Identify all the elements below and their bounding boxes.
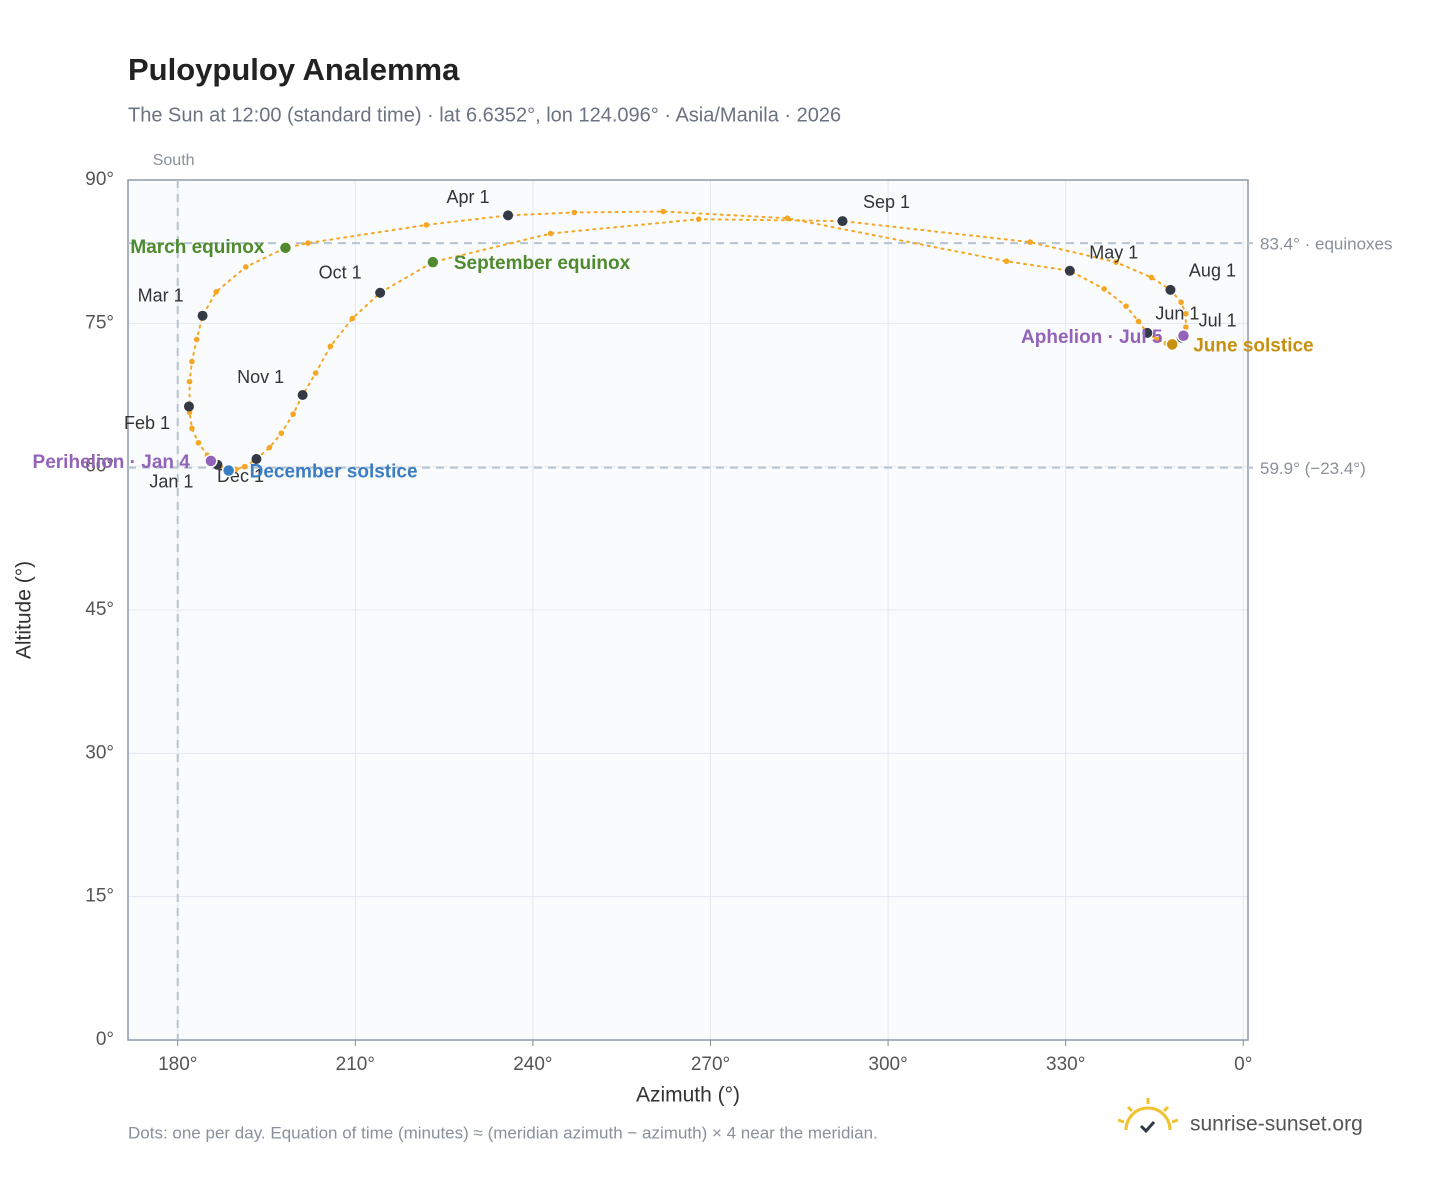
day-dot — [305, 240, 311, 246]
day-dot — [186, 378, 193, 385]
day-dot — [423, 222, 430, 228]
month-marker — [297, 390, 308, 400]
month-marker — [503, 210, 514, 221]
month-marker — [1064, 265, 1075, 276]
reference-label: 83.4° · equinoxes — [1260, 235, 1393, 254]
day-dot — [1113, 259, 1119, 265]
event-marker — [204, 454, 218, 468]
event-marker — [1176, 329, 1191, 343]
day-dot — [243, 264, 249, 270]
x-tick-label: 240° — [513, 1054, 552, 1075]
event-label: December solstice — [250, 462, 418, 483]
day-dot — [241, 463, 248, 470]
month-marker — [183, 401, 194, 412]
y-tick-label: 60° — [85, 456, 114, 477]
event-label: Perihelion · Jan 4 — [33, 452, 191, 473]
month-label: Mar 1 — [138, 285, 184, 305]
analemma-line — [188, 210, 1187, 472]
day-dot — [290, 411, 296, 417]
meridian-label: South — [153, 152, 195, 169]
event-marker — [426, 255, 440, 269]
day-dot — [1123, 303, 1129, 309]
y-tick-label: 45° — [85, 599, 114, 620]
event-marker — [1165, 337, 1179, 352]
month-marker — [1142, 327, 1153, 338]
day-dot — [193, 336, 200, 343]
day-dot — [571, 209, 578, 216]
x-tick-label: 0° — [1234, 1054, 1252, 1075]
month-label: Nov 1 — [237, 367, 284, 387]
month-marker — [1165, 284, 1176, 295]
y-tick-label: 0° — [96, 1029, 114, 1050]
chart-subtitle: The Sun at 12:00 (standard time) · lat 6… — [128, 104, 841, 126]
day-dot — [312, 370, 319, 376]
month-marker — [375, 287, 386, 298]
day-dot — [1178, 299, 1184, 306]
month-label: Aug 1 — [1189, 261, 1236, 281]
month-label: Jan 1 — [149, 472, 193, 492]
day-dot — [1027, 239, 1033, 245]
event-label: September equinox — [454, 253, 631, 274]
day-dot — [660, 208, 666, 215]
month-label: Sep 1 — [863, 192, 910, 212]
day-dot — [1183, 310, 1189, 317]
month-label: Oct 1 — [319, 263, 362, 283]
y-axis-label: Altitude (°) — [13, 561, 36, 659]
brand: sunrise-sunset.org — [1190, 1113, 1363, 1136]
day-dot — [349, 315, 356, 322]
x-axis-label: Azimuth (°) — [636, 1084, 740, 1107]
y-tick-label: 30° — [85, 742, 114, 763]
footnote: Dots: one per day. Equation of time (min… — [128, 1123, 878, 1142]
x-tick-label: 210° — [336, 1054, 375, 1075]
day-dot — [195, 439, 202, 446]
day-dot — [547, 230, 554, 237]
y-tick-label: 90° — [85, 169, 114, 190]
day-dot — [1183, 324, 1189, 330]
day-dot — [695, 216, 702, 222]
y-tick-label: 15° — [85, 886, 114, 907]
event-marker — [278, 241, 293, 255]
event-label: March equinox — [130, 237, 265, 258]
plot-frame — [127, 179, 1249, 1041]
day-dot — [1135, 318, 1142, 325]
month-label: May 1 — [1089, 243, 1138, 263]
day-dot — [1148, 274, 1155, 281]
day-dot — [189, 358, 195, 365]
day-dot — [1101, 286, 1107, 292]
reference-label: 59.9° (−23.4°) — [1260, 459, 1366, 478]
x-tick-label: 300° — [868, 1054, 907, 1075]
month-label: Apr 1 — [447, 187, 490, 207]
chart-title: Puloypuloy Analemma — [128, 52, 460, 87]
month-label: Feb 1 — [124, 413, 170, 433]
x-tick-label: 330° — [1046, 1054, 1085, 1075]
day-dot — [1003, 258, 1010, 265]
day-dot — [278, 430, 285, 437]
day-dot — [327, 343, 334, 350]
brand-logo — [1117, 1098, 1179, 1134]
x-tick-label: 270° — [691, 1054, 730, 1075]
month-marker — [251, 454, 262, 465]
day-dot — [189, 425, 195, 432]
month-marker — [837, 216, 848, 227]
x-tick-label: 180° — [158, 1054, 197, 1075]
month-label: Jul 1 — [1199, 310, 1237, 330]
event-label: Aphelion · Jul 5 — [1021, 327, 1163, 348]
event-label: June solstice — [1193, 335, 1313, 356]
y-tick-label: 75° — [85, 312, 114, 333]
event-marker — [221, 463, 236, 478]
day-dot — [784, 215, 791, 222]
day-dot — [1154, 336, 1161, 343]
day-dot — [266, 444, 273, 451]
month-label: Jun 1 — [1155, 304, 1199, 324]
month-marker — [197, 310, 208, 321]
day-dot — [213, 289, 220, 295]
